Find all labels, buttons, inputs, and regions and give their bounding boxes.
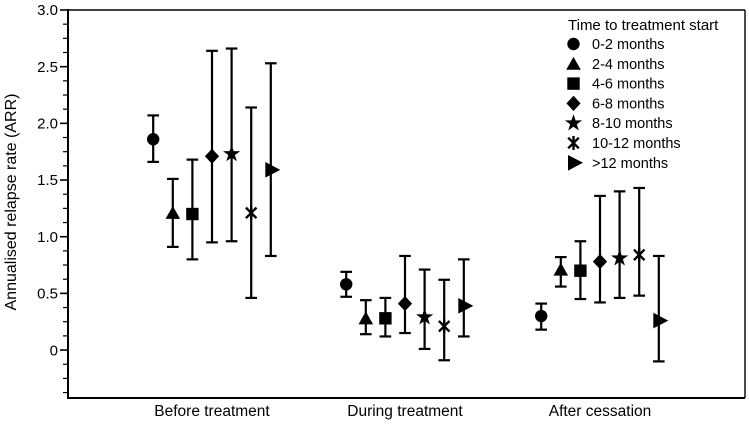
asterisk-marker [438,319,451,334]
asterisk-stroke [245,206,258,220]
star-marker [611,249,629,266]
asterisk-marker [633,247,646,262]
y-tick-label: 0 [50,342,58,359]
legend-marker-triangle-right [568,155,583,171]
category-label: Before treatment [154,403,270,420]
asterisk-stroke [567,136,580,150]
legend-item-label: 2-4 months [592,57,665,73]
triangle-up-marker [358,311,374,325]
legend-marker-circle [567,37,580,51]
square-marker [574,264,587,277]
diamond-marker [397,295,413,312]
star-marker [416,308,434,325]
legend-marker-square [567,77,580,90]
y-tick-label: 2.5 [37,59,58,76]
y-tick-label: 1.0 [37,229,58,246]
legend-item-label: 0-2 months [592,37,665,53]
category-label: After cessation [549,403,652,420]
legend-marker-star [564,114,583,131]
legend-item-label: 10-12 months [592,136,681,152]
legend-item-label: 6-8 months [592,96,665,112]
square-marker [186,207,199,221]
y-tick-label: 3.0 [37,2,58,19]
y-tick-label: 2.0 [37,116,58,133]
triangle-right-marker [458,298,474,314]
legend-marker-asterisk [567,136,580,150]
legend-item-label: 4-6 months [592,77,665,93]
asterisk-stroke [633,248,646,261]
y-tick-label: 1.5 [37,172,58,189]
category-label: During treatment [347,403,463,420]
triangle-up-marker [165,205,181,219]
legend-marker-triangle-up [566,56,581,70]
square-marker [379,312,392,325]
asterisk-stroke [438,320,451,333]
diamond-marker [592,254,608,270]
y-axis-title: Annualised relapse rate (ARR) [3,94,20,311]
diamond-marker [204,148,220,164]
legend-title: Time to treatment start [568,17,719,34]
triangle-up-marker [553,262,569,276]
circle-marker [340,278,353,291]
star-marker [223,145,241,162]
legend-item-label: >12 months [592,156,668,172]
asterisk-marker [245,205,258,220]
triangle-right-marker [265,162,281,178]
circle-marker [147,133,160,146]
circle-marker [535,309,548,323]
legend-item-label: 8-10 months [592,116,673,132]
triangle-right-marker [653,312,669,329]
y-tick-label: 0.5 [37,286,58,303]
legend-marker-diamond [566,95,581,111]
